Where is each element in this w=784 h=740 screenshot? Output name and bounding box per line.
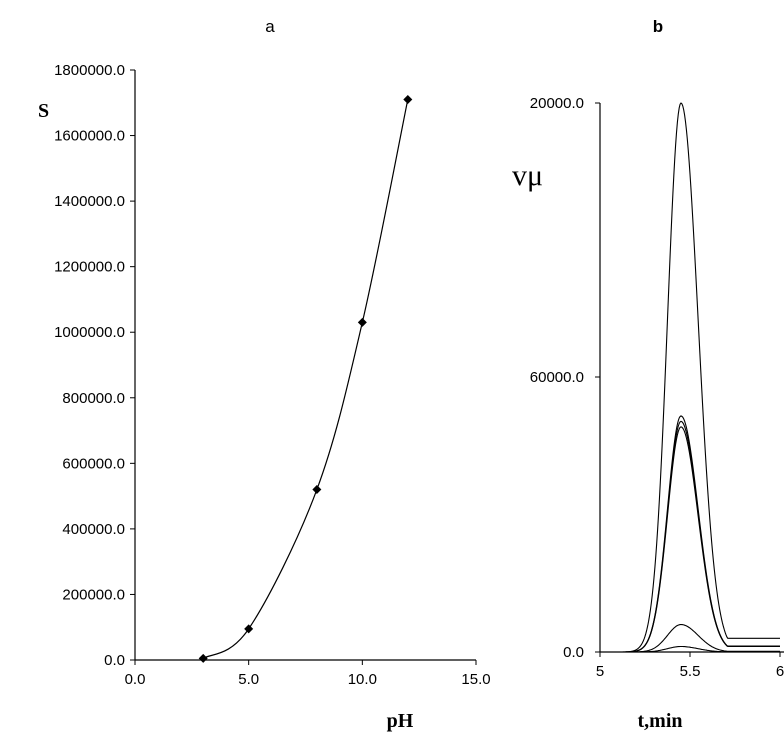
panel-a-x-ticks: 0.0 5.0 10.0 15.0 xyxy=(125,660,491,688)
panel-b-xlabel: t,min xyxy=(638,710,683,732)
panel-a-label: a xyxy=(265,17,275,36)
panel-a-data-point xyxy=(312,485,322,495)
panel-a-x-tick-label: 15.0 xyxy=(461,671,490,688)
panel-a-y-tick-label: 200000.0 xyxy=(62,586,125,603)
panel-b-x-tick-label: 6 xyxy=(776,663,784,680)
panel-b-y-ticks: 0.0 60000.0 20000.0 xyxy=(530,95,600,661)
panel-a-x-tick-label: 0.0 xyxy=(125,671,146,688)
panel-a: a 0.0 200000.0 400000.0 600000.0 800000.0 100… xyxy=(38,17,491,732)
panel-a-y-tick-label: 800000.0 xyxy=(62,390,125,407)
panel-a-y-tick-label: 600000.0 xyxy=(62,455,125,472)
panel-a-y-tick-label: 1600000.0 xyxy=(54,128,125,145)
panel-b-x-ticks: 5 5.5 6 xyxy=(596,652,784,680)
panel-b-series-line xyxy=(600,426,780,653)
panel-b-ylabel: vμ xyxy=(512,159,543,192)
panel-b-y-tick-label: 60000.0 xyxy=(530,369,584,386)
panel-b-y-tick-label: 0.0 xyxy=(563,644,584,661)
panel-a-x-tick-label: 10.0 xyxy=(348,671,377,688)
panel-a-y-ticks: 0.0 200000.0 400000.0 600000.0 800000.0 10000… xyxy=(54,62,135,669)
panel-a-xlabel: pH xyxy=(387,710,414,732)
panel-a-data-point xyxy=(198,653,208,663)
panel-b-y-tick-label: 20000.0 xyxy=(530,95,584,112)
panel-a-y-tick-label: 1000000.0 xyxy=(54,324,125,341)
panel-b-x-tick-label: 5 xyxy=(596,663,604,680)
panel-a-data-point xyxy=(244,624,254,634)
panel-a-series-line xyxy=(202,99,409,659)
panel-a-y-tick-label: 0.0 xyxy=(104,652,125,669)
panel-b-series-line xyxy=(600,645,780,653)
panel-b-x-tick-label: 5.5 xyxy=(680,663,701,680)
panel-a-y-tick-label: 400000.0 xyxy=(62,521,125,538)
panel-a-x-tick-label: 5.0 xyxy=(238,671,259,688)
panel-b-label: b xyxy=(653,17,663,36)
panel-b-series-line xyxy=(600,102,780,653)
panel-a-data-point xyxy=(403,95,413,104)
panel-a-y-tick-label: 1200000.0 xyxy=(54,259,125,276)
panel-a-ylabel: S xyxy=(38,100,49,122)
panel-a-y-tick-label: 1800000.0 xyxy=(54,62,125,79)
panel-a-data-point xyxy=(357,317,367,327)
panel-b-series-lines xyxy=(600,102,780,653)
panel-a-y-tick-label: 1400000.0 xyxy=(54,193,125,210)
panel-a-points xyxy=(198,95,413,663)
